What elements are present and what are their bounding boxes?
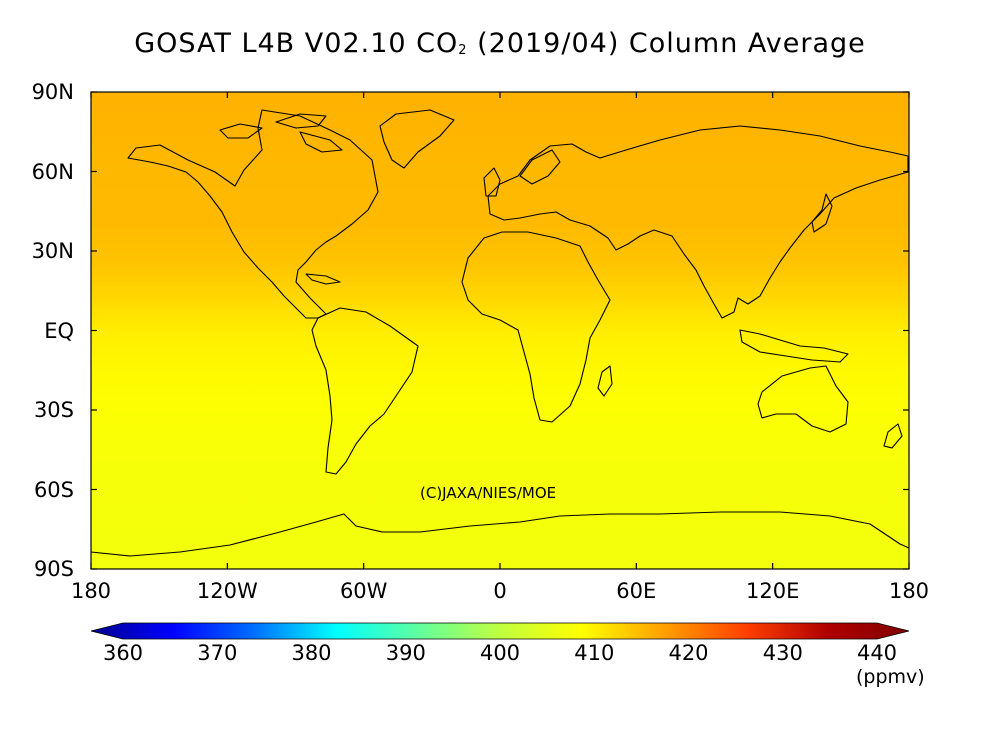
colorbar-label-420: 420 [668, 641, 709, 665]
lat-label-90s: 90S [33, 557, 74, 581]
colorbar-label-440: 440 [856, 641, 898, 665]
concentration-field [91, 92, 909, 569]
colorbar-label-390: 390 [385, 641, 426, 665]
lon-label-0: 0 [493, 579, 507, 603]
map-title: GOSAT L4B V02.10 CO2 (2019/04) Column Av… [134, 28, 866, 59]
coast-south-america [311, 307, 419, 475]
lat-label-30n: 30N [31, 239, 74, 263]
lon-label-60w: 60W [339, 579, 388, 603]
lat-label-eq: EQ [44, 318, 74, 343]
colorbar-label-360: 360 [102, 641, 144, 665]
lon-label-120e: 120E [746, 579, 800, 603]
coast-greenland [379, 109, 455, 169]
coast-uk [483, 167, 501, 197]
coast-scandinavia [519, 149, 561, 185]
lat-label-90n: 90N [31, 80, 74, 104]
coast-antarctica [90, 511, 910, 557]
colorbar-units: (ppmv) [856, 666, 925, 688]
coast-japan [811, 193, 833, 233]
lon-label-180w: 180 [70, 579, 112, 603]
coast-new-zealand [883, 423, 903, 449]
lat-label-30s: 30S [33, 398, 74, 422]
lon-label-60e: 60E [616, 579, 657, 603]
colorbar-label-370: 370 [197, 641, 238, 665]
coast-arctic-islands [219, 113, 343, 153]
coast-indonesia [739, 329, 849, 363]
copyright-credit: (C)JAXA/NIES/MOE [420, 484, 557, 502]
colorbar-label-430: 430 [762, 641, 803, 665]
colorbar-label-400: 400 [479, 641, 521, 665]
coast-north-america [127, 109, 379, 319]
colorbar-label-380: 380 [291, 641, 332, 665]
map-tick-marks [90, 91, 910, 570]
coast-africa [461, 231, 611, 423]
coast-cuba [305, 273, 341, 285]
coastlines [90, 109, 910, 557]
coast-australia [757, 365, 849, 433]
coast-eurasia [487, 125, 909, 319]
lat-label-60n: 60N [31, 159, 74, 184]
colorbar [90, 622, 910, 640]
lat-label-60s: 60S [33, 477, 74, 502]
colorbar-label-410: 410 [574, 641, 615, 665]
lon-label-180e: 180 [888, 579, 930, 603]
coast-madagascar [597, 365, 613, 397]
lon-label-120w: 120W [196, 579, 258, 603]
